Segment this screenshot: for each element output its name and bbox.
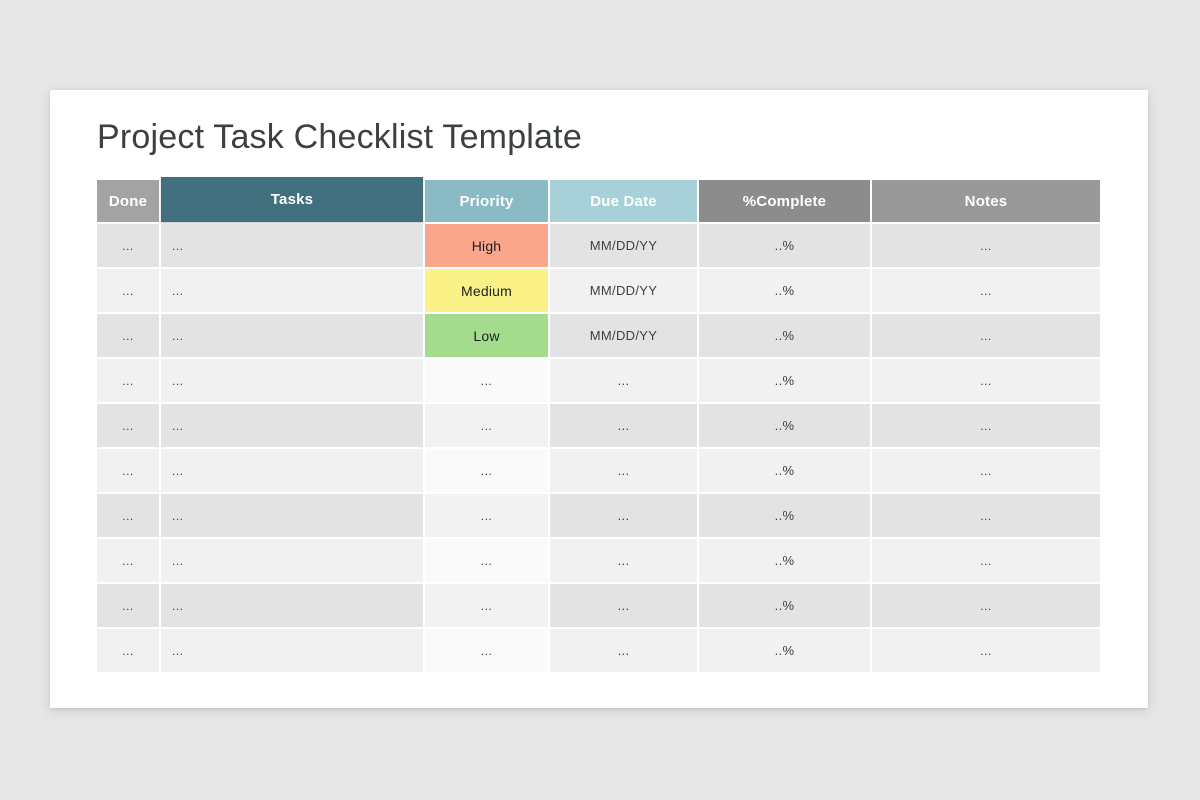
cell-complete-row-4: ..% bbox=[699, 359, 870, 402]
cell-due_date-row-7: ... bbox=[550, 494, 697, 537]
cell-priority-row-3: Low bbox=[425, 314, 548, 357]
column-header-done: Done bbox=[97, 180, 159, 222]
cell-tasks-row-3: ... bbox=[161, 314, 423, 357]
cell-tasks-row-6: ... bbox=[161, 449, 423, 492]
cell-tasks-row-7: ... bbox=[161, 494, 423, 537]
cell-done-row-8: ... bbox=[97, 539, 159, 582]
cell-tasks-row-5: ... bbox=[161, 404, 423, 447]
cell-due_date-row-10: ... bbox=[550, 629, 697, 672]
cell-complete-row-6: ..% bbox=[699, 449, 870, 492]
cell-priority-row-8: ... bbox=[425, 539, 548, 582]
cell-done-row-3: ... bbox=[97, 314, 159, 357]
cell-due_date-row-1: MM/DD/YY bbox=[550, 224, 697, 267]
cell-done-row-2: ... bbox=[97, 269, 159, 312]
column-header-priority: Priority bbox=[425, 180, 548, 222]
cell-priority-row-1: High bbox=[425, 224, 548, 267]
cell-done-row-9: ... bbox=[97, 584, 159, 627]
cell-notes-row-7: ... bbox=[872, 494, 1100, 537]
cell-done-row-7: ... bbox=[97, 494, 159, 537]
cell-complete-row-8: ..% bbox=[699, 539, 870, 582]
cell-notes-row-1: ... bbox=[872, 224, 1100, 267]
cell-notes-row-5: ... bbox=[872, 404, 1100, 447]
cell-notes-row-9: ... bbox=[872, 584, 1100, 627]
cell-due_date-row-9: ... bbox=[550, 584, 697, 627]
cell-priority-row-2: Medium bbox=[425, 269, 548, 312]
cell-due_date-row-8: ... bbox=[550, 539, 697, 582]
cell-done-row-4: ... bbox=[97, 359, 159, 402]
cell-priority-row-5: ... bbox=[425, 404, 548, 447]
cell-due_date-row-5: ... bbox=[550, 404, 697, 447]
cell-due_date-row-6: ... bbox=[550, 449, 697, 492]
slide-card: Project Task Checklist Template Done Task… bbox=[50, 90, 1148, 708]
cell-priority-row-10: ... bbox=[425, 629, 548, 672]
cell-complete-row-7: ..% bbox=[699, 494, 870, 537]
cell-tasks-row-8: ... bbox=[161, 539, 423, 582]
task-table: Done Tasks Priority Due Date %Complete Notes.… bbox=[97, 177, 1100, 672]
column-header-tasks: Tasks bbox=[161, 177, 423, 222]
cell-due_date-row-4: ... bbox=[550, 359, 697, 402]
cell-notes-row-2: ... bbox=[872, 269, 1100, 312]
cell-complete-row-9: ..% bbox=[699, 584, 870, 627]
cell-tasks-row-1: ... bbox=[161, 224, 423, 267]
cell-tasks-row-10: ... bbox=[161, 629, 423, 672]
cell-priority-row-7: ... bbox=[425, 494, 548, 537]
column-header-due_date: Due Date bbox=[550, 180, 697, 222]
column-header-complete: %Complete bbox=[699, 180, 870, 222]
cell-complete-row-1: ..% bbox=[699, 224, 870, 267]
cell-due_date-row-3: MM/DD/YY bbox=[550, 314, 697, 357]
page-title: Project Task Checklist Template bbox=[97, 118, 582, 156]
cell-done-row-5: ... bbox=[97, 404, 159, 447]
cell-notes-row-10: ... bbox=[872, 629, 1100, 672]
cell-due_date-row-2: MM/DD/YY bbox=[550, 269, 697, 312]
cell-complete-row-3: ..% bbox=[699, 314, 870, 357]
cell-notes-row-6: ... bbox=[872, 449, 1100, 492]
cell-priority-row-4: ... bbox=[425, 359, 548, 402]
cell-notes-row-8: ... bbox=[872, 539, 1100, 582]
cell-tasks-row-2: ... bbox=[161, 269, 423, 312]
cell-tasks-row-9: ... bbox=[161, 584, 423, 627]
cell-priority-row-6: ... bbox=[425, 449, 548, 492]
cell-complete-row-5: ..% bbox=[699, 404, 870, 447]
column-header-notes: Notes bbox=[872, 180, 1100, 222]
cell-tasks-row-4: ... bbox=[161, 359, 423, 402]
cell-done-row-1: ... bbox=[97, 224, 159, 267]
cell-notes-row-4: ... bbox=[872, 359, 1100, 402]
cell-complete-row-2: ..% bbox=[699, 269, 870, 312]
cell-complete-row-10: ..% bbox=[699, 629, 870, 672]
cell-notes-row-3: ... bbox=[872, 314, 1100, 357]
cell-done-row-6: ... bbox=[97, 449, 159, 492]
cell-done-row-10: ... bbox=[97, 629, 159, 672]
cell-priority-row-9: ... bbox=[425, 584, 548, 627]
